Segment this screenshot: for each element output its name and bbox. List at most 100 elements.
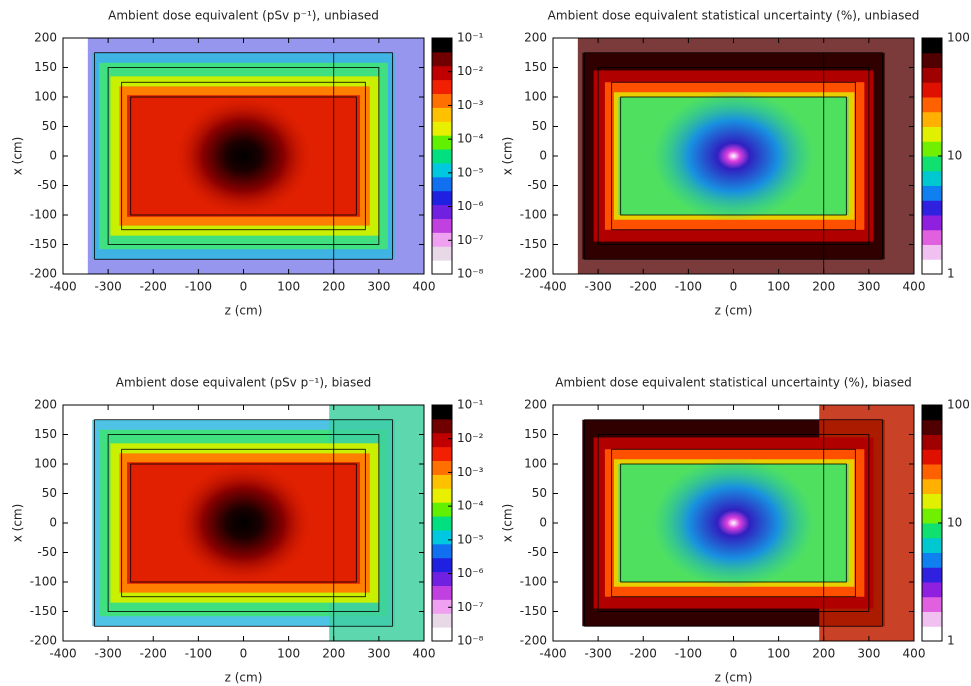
heatmap-field <box>63 405 424 641</box>
x-tick-label: 100 <box>767 280 790 294</box>
field-core <box>175 97 312 215</box>
x-axis-label: z (cm) <box>715 671 753 685</box>
colorbar-tick-label: 10⁻¹ <box>457 398 484 412</box>
colorbar-swatch <box>922 464 942 480</box>
colorbar-tick-label: 10⁻⁷ <box>457 600 484 614</box>
y-axis-label: x (cm) <box>11 137 25 176</box>
field-core <box>652 458 815 588</box>
x-tick-label: 200 <box>812 647 835 661</box>
colorbar-swatch <box>432 149 452 164</box>
colorbar-swatch <box>922 156 942 172</box>
colorbar-swatch <box>922 626 942 642</box>
colorbar-tick-label: 1 <box>947 267 955 281</box>
colorbar-swatch <box>432 543 452 559</box>
y-tick-label: 150 <box>524 427 547 441</box>
geometry-outline <box>130 96 357 216</box>
x-tick-label: 100 <box>767 647 790 661</box>
y-axis-label: x (cm) <box>11 504 25 543</box>
geometry-outline <box>121 81 366 231</box>
heatmap-field <box>553 405 914 641</box>
x-tick-label: 200 <box>322 280 345 294</box>
colorbar-swatch <box>922 185 942 201</box>
colorbar-swatch <box>922 97 942 113</box>
colorbar-swatch <box>922 611 942 627</box>
colorbar-swatch <box>432 204 452 219</box>
colorbar-swatch <box>922 200 942 216</box>
colorbar-swatch <box>922 537 942 553</box>
colorbar-swatch <box>432 65 452 81</box>
chart-title: Ambient dose equivalent statistical unce… <box>555 376 911 390</box>
geometry-outline <box>107 67 380 245</box>
y-tick-label: -100 <box>30 575 57 589</box>
y-tick-label: 50 <box>532 486 547 500</box>
colorbar-tick-label: 10 <box>947 516 962 530</box>
geometry-outline <box>597 67 870 245</box>
colorbar-swatch <box>922 215 942 231</box>
y-tick-label: -50 <box>527 545 547 559</box>
colorbar-frame <box>431 37 453 275</box>
colorbar-swatch <box>432 260 452 275</box>
x-tick-label: -400 <box>539 647 566 661</box>
colorbar-tick-label: 10⁻⁴ <box>457 499 484 513</box>
geometry-outline <box>620 463 847 583</box>
colorbar-swatch <box>922 478 942 494</box>
y-tick-label: -100 <box>520 575 547 589</box>
colorbar-tick-label: 10⁻⁷ <box>457 233 484 247</box>
y-tick-label: 0 <box>49 149 57 163</box>
x-axis-label: z (cm) <box>225 671 263 685</box>
geometry-outline <box>94 419 393 627</box>
x-tick-label: -400 <box>539 280 566 294</box>
x-tick-label: 200 <box>812 280 835 294</box>
y-tick-label: -200 <box>520 267 547 281</box>
y-tick-label: 150 <box>34 60 57 74</box>
colorbar-tick-label: 10⁻⁵ <box>457 532 484 546</box>
colorbar-swatch <box>432 446 452 462</box>
chart-title: Ambient dose equivalent (pSv p⁻¹), unbia… <box>108 9 379 23</box>
colorbar-swatch <box>432 571 452 586</box>
colorbar-swatch <box>432 246 452 261</box>
y-tick-label: -50 <box>37 545 57 559</box>
x-tick-label: -200 <box>140 280 167 294</box>
colorbar-swatch <box>922 434 942 450</box>
y-tick-label: 150 <box>34 427 57 441</box>
chart-title: Ambient dose equivalent statistical unce… <box>548 9 920 23</box>
colorbar-swatch <box>432 432 452 448</box>
y-tick-label: -50 <box>527 178 547 192</box>
y-tick-label: -200 <box>520 634 547 648</box>
x-tick-label: 300 <box>367 280 390 294</box>
x-tick-label: -400 <box>49 280 76 294</box>
colorbar-swatch <box>922 52 942 68</box>
y-tick-label: 0 <box>539 516 547 530</box>
colorbar-swatch <box>432 405 452 420</box>
y-axis-label: x (cm) <box>501 137 515 176</box>
colorbar-swatch <box>432 599 452 614</box>
colorbar-swatch <box>432 38 452 53</box>
x-tick-label: 300 <box>857 280 880 294</box>
y-tick-label: 100 <box>34 90 57 104</box>
colorbar-swatch <box>432 176 452 192</box>
colorbar-tick-label: 10⁻² <box>457 431 484 445</box>
x-tick-label: 0 <box>240 280 248 294</box>
colorbar-tick-label: 1 <box>947 634 955 648</box>
x-tick-label: -400 <box>49 647 76 661</box>
geometry-outline <box>107 434 380 612</box>
y-tick-label: -200 <box>30 267 57 281</box>
colorbar-swatch <box>432 162 452 178</box>
colorbar-tick-label: 10⁻⁸ <box>457 267 484 281</box>
y-tick-label: 200 <box>34 31 57 45</box>
x-tick-label: -100 <box>185 647 212 661</box>
geometry-outline <box>597 434 870 612</box>
colorbar-swatch <box>922 567 942 583</box>
colorbar-swatch <box>432 79 452 95</box>
colorbar-swatch <box>432 232 452 247</box>
colorbar-swatch <box>432 190 452 206</box>
x-tick-label: -300 <box>585 647 612 661</box>
y-tick-label: 200 <box>524 31 547 45</box>
field-core <box>652 91 815 221</box>
x-tick-label: 0 <box>730 647 738 661</box>
colorbar-swatch <box>432 516 452 531</box>
y-axis-label: x (cm) <box>501 504 515 543</box>
x-tick-label: 200 <box>322 647 345 661</box>
colorbar-swatch <box>432 418 452 434</box>
y-tick-label: -100 <box>30 208 57 222</box>
